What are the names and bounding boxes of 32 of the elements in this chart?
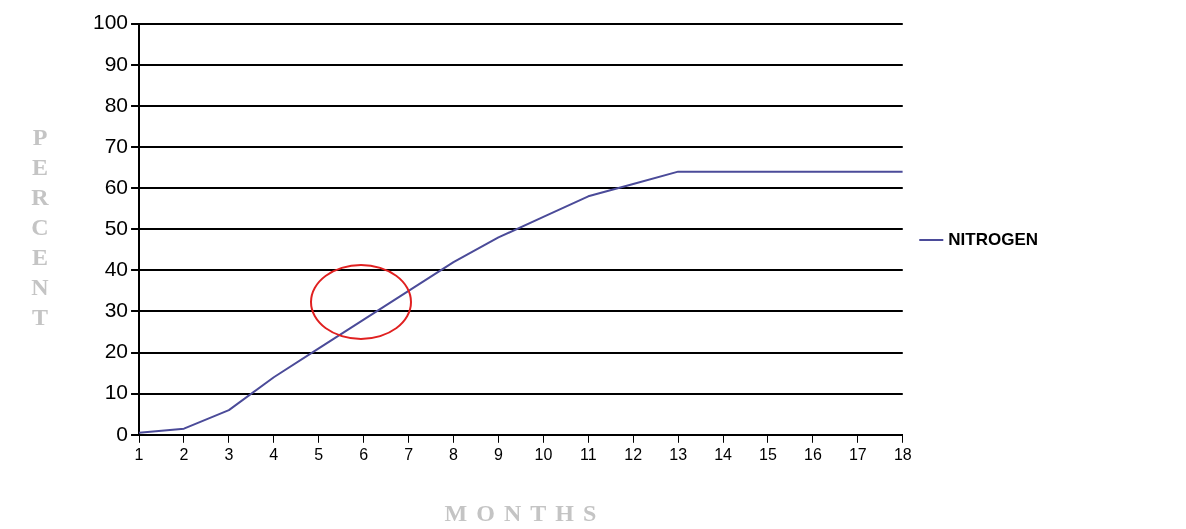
x-tick-label: 7 (404, 445, 414, 463)
x-tick-label: 2 (179, 445, 189, 463)
y-tick-label: 60 (104, 174, 129, 198)
y-tick-label: 0 (116, 421, 129, 445)
x-tick-label: 15 (759, 445, 777, 463)
x-tick-label: 17 (848, 445, 867, 463)
y-tick-label: 10 (104, 380, 129, 404)
y-tick-label: 70 (104, 133, 129, 157)
x-tick-label: 3 (224, 445, 234, 463)
y-tick-label: 90 (104, 51, 129, 75)
x-tick-label: 4 (269, 445, 279, 463)
x-tick-label: 12 (624, 445, 643, 463)
y-tick-label: 30 (104, 298, 129, 322)
x-tick-label: 16 (804, 445, 822, 463)
x-tick-label: 8 (449, 445, 459, 463)
y-tick-label: 80 (104, 92, 129, 116)
x-tick-label: 13 (669, 445, 688, 463)
x-axis-title: MONTHS (444, 500, 606, 527)
y-tick-label: 20 (104, 339, 129, 363)
y-tick-label: 100 (92, 10, 129, 34)
legend-label: NITROGEN (948, 229, 1039, 249)
x-tick-label: 1 (134, 445, 144, 463)
x-tick-label: 11 (579, 445, 597, 463)
x-tick-label: 10 (534, 445, 553, 463)
y-tick-label: 40 (104, 257, 129, 281)
x-tick-label: 18 (893, 445, 912, 463)
x-tick-label: 14 (714, 445, 733, 463)
y-tick-label: 50 (104, 216, 129, 239)
x-tick-label: 6 (359, 445, 369, 463)
y-axis-title: PERCENT (31, 124, 50, 331)
x-tick-label: 5 (314, 445, 324, 463)
x-tick-label: 9 (493, 445, 503, 463)
